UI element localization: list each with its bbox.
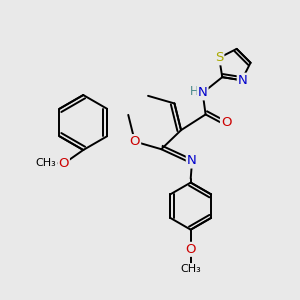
Text: O: O <box>185 243 196 256</box>
Text: S: S <box>215 51 224 64</box>
Text: O: O <box>221 116 232 129</box>
Text: CH₃: CH₃ <box>36 158 56 168</box>
Text: O: O <box>130 135 140 148</box>
Text: N: N <box>238 74 248 87</box>
Text: N: N <box>187 154 196 167</box>
Text: N: N <box>198 86 208 99</box>
Text: H: H <box>189 85 198 98</box>
Text: O: O <box>58 157 69 170</box>
Text: CH₃: CH₃ <box>180 264 201 274</box>
